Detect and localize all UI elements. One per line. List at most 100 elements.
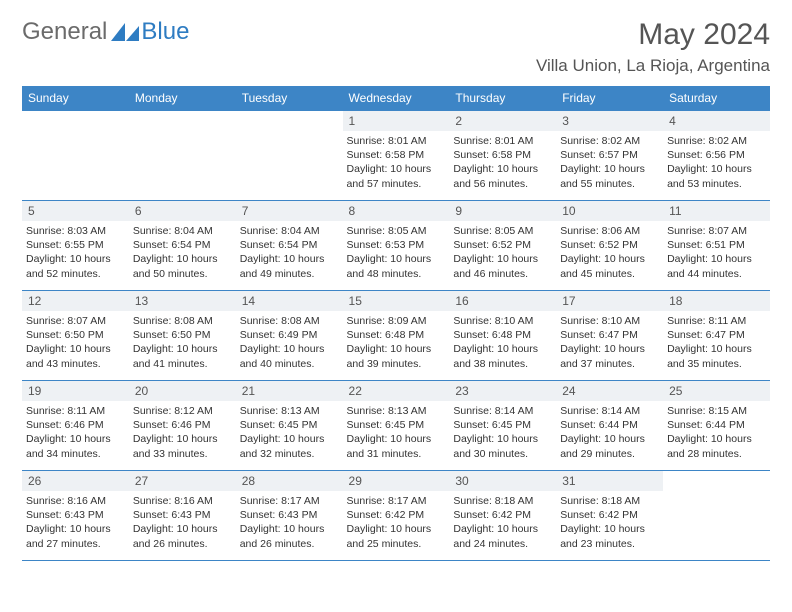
- sunset: Sunset: 6:52 PM: [560, 239, 638, 251]
- day-number: 24: [556, 381, 663, 401]
- sunset: Sunset: 6:42 PM: [347, 509, 425, 521]
- sunrise: Sunrise: 8:14 AM: [453, 405, 533, 417]
- day-number: 11: [663, 201, 770, 221]
- day-number: 20: [129, 381, 236, 401]
- calendar-table: SundayMondayTuesdayWednesdayThursdayFrid…: [22, 86, 770, 561]
- day-number: 28: [236, 471, 343, 491]
- daylight: Daylight: 10 hours and 33 minutes.: [133, 433, 218, 459]
- page-title: May 2024: [536, 18, 770, 52]
- calendar-cell: 9 Sunrise: 8:05 AM Sunset: 6:52 PM Daylight…: [449, 201, 556, 291]
- day-number: 5: [22, 201, 129, 221]
- calendar-week-row: 1Sunrise: 8:01 AMSunset: 6:58 PMDaylight…: [22, 111, 770, 201]
- weekday-header: Saturday: [663, 86, 770, 111]
- calendar-cell: 15Sunrise: 8:09 AMSunset: 6:48 PMDayligh…: [343, 291, 450, 381]
- daylight: Daylight: 10 hours and 25 minutes.: [347, 523, 432, 549]
- day-details: Sunrise: 8:17 AMSunset: 6:43 PMDaylight:…: [236, 491, 343, 555]
- sunrise: Sunrise: 8:05 AM: [453, 225, 533, 237]
- day-details: Sunrise: 8:10 AMSunset: 6:47 PMDaylight:…: [556, 311, 663, 375]
- calendar-week-row: 5Sunrise: 8:03 AMSunset: 6:55 PMDaylight…: [22, 201, 770, 291]
- day-details: Sunrise: 8:03 AMSunset: 6:55 PMDaylight:…: [22, 221, 129, 285]
- calendar-cell: 5Sunrise: 8:03 AMSunset: 6:55 PMDaylight…: [22, 201, 129, 291]
- day-number: 9: [449, 201, 556, 221]
- day-details: Sunrise: 8:10 AMSunset: 6:48 PMDaylight:…: [449, 311, 556, 375]
- day-number: 3: [556, 111, 663, 131]
- day-details: Sunrise: 8:13 AMSunset: 6:45 PMDaylight:…: [236, 401, 343, 465]
- day-details: Sunrise: 8:08 AMSunset: 6:49 PMDaylight:…: [236, 311, 343, 375]
- logo-text-blue: Blue: [141, 18, 189, 46]
- day-number: 1: [343, 111, 450, 131]
- calendar-cell: 7Sunrise: 8:04 AMSunset: 6:54 PMDaylight…: [236, 201, 343, 291]
- calendar-cell: 23Sunrise: 8:14 AMSunset: 6:45 PMDayligh…: [449, 381, 556, 471]
- calendar-cell: 3Sunrise: 8:02 AMSunset: 6:57 PMDaylight…: [556, 111, 663, 201]
- calendar-cell: 20 Sunrise: 8:12 AM Sunset: 6:46 PM Dayligh…: [129, 381, 236, 471]
- sunset: Sunset: 6:43 PM: [240, 509, 318, 521]
- day-number: 27: [129, 471, 236, 491]
- sunrise: Sunrise: 8:04 AM: [133, 225, 213, 237]
- calendar-cell: 27Sunrise: 8:16 AMSunset: 6:43 PMDayligh…: [129, 471, 236, 561]
- day-details: Sunrise: 8:09 AMSunset: 6:48 PMDaylight:…: [343, 311, 450, 375]
- calendar-cell: 21Sunrise: 8:13 AMSunset: 6:45 PMDayligh…: [236, 381, 343, 471]
- daylight: Daylight: 10 hours and 35 minutes.: [667, 343, 752, 369]
- sunrise: Sunrise: 8:07 AM: [26, 315, 106, 327]
- sunset: Sunset: 6:46 PM: [133, 419, 211, 431]
- day-details: Sunrise: 8:04 AMSunset: 6:54 PMDaylight:…: [129, 221, 236, 285]
- sunrise: Sunrise: 8:01 AM: [453, 135, 533, 147]
- daylight: Daylight: 10 hours and 28 minutes.: [667, 433, 752, 459]
- daylight: Daylight: 10 hours and 56 minutes.: [453, 163, 538, 189]
- day-number: 23: [449, 381, 556, 401]
- day-details: Sunrise: 8:17 AMSunset: 6:42 PMDaylight:…: [343, 491, 450, 555]
- daylight: Daylight: 10 hours and 43 minutes.: [26, 343, 111, 369]
- sunrise: Sunrise: 8:04 AM: [240, 225, 320, 237]
- day-details: Sunrise: 8:14 AMSunset: 6:45 PMDaylight:…: [449, 401, 556, 465]
- daylight: Daylight: 10 hours and 24 minutes.: [453, 523, 538, 549]
- sunset: Sunset: 6:50 PM: [26, 329, 104, 341]
- calendar-cell: 25Sunrise: 8:15 AMSunset: 6:44 PMDayligh…: [663, 381, 770, 471]
- day-details: Sunrise: 8:04 AMSunset: 6:54 PMDaylight:…: [236, 221, 343, 285]
- day-number: 18: [663, 291, 770, 311]
- day-number: 10: [556, 201, 663, 221]
- day-number: 8: [343, 201, 450, 221]
- sunset: Sunset: 6:51 PM: [667, 239, 745, 251]
- calendar-cell: 13Sunrise: 8:08 AMSunset: 6:50 PMDayligh…: [129, 291, 236, 381]
- day-number: 25: [663, 381, 770, 401]
- daylight: Daylight: 10 hours and 46 minutes.: [453, 253, 538, 279]
- calendar-week-row: 19Sunrise: 8:11 AMSunset: 6:46 PMDayligh…: [22, 381, 770, 471]
- sunset: Sunset: 6:43 PM: [133, 509, 211, 521]
- daylight: Daylight: 10 hours and 38 minutes.: [453, 343, 538, 369]
- sunset: Sunset: 6:48 PM: [347, 329, 425, 341]
- sunrise: Sunrise: 8:10 AM: [453, 315, 533, 327]
- calendar-cell: 10Sunrise: 8:06 AMSunset: 6:52 PMDayligh…: [556, 201, 663, 291]
- sunrise: Sunrise: 8:13 AM: [240, 405, 320, 417]
- day-number: 26: [22, 471, 129, 491]
- sunrise: Sunrise: 8:18 AM: [560, 495, 640, 507]
- daylight: Daylight: 10 hours and 40 minutes.: [240, 343, 325, 369]
- weekday-header-row: SundayMondayTuesdayWednesdayThursdayFrid…: [22, 86, 770, 111]
- day-number: 22: [343, 381, 450, 401]
- calendar-week-row: 26Sunrise: 8:16 AMSunset: 6:43 PMDayligh…: [22, 471, 770, 561]
- sunset: Sunset: 6:52 PM: [453, 239, 531, 251]
- sunset: Sunset: 6:54 PM: [133, 239, 211, 251]
- calendar-cell: 2Sunrise: 8:01 AMSunset: 6:58 PMDaylight…: [449, 111, 556, 201]
- calendar-cell: 4Sunrise: 8:02 AMSunset: 6:56 PMDaylight…: [663, 111, 770, 201]
- calendar-cell: [663, 471, 770, 561]
- sunrise: Sunrise: 8:01 AM: [347, 135, 427, 147]
- calendar-cell: [236, 111, 343, 201]
- daylight: Daylight: 10 hours and 55 minutes.: [560, 163, 645, 189]
- day-details: Sunrise: 8:14 AMSunset: 6:44 PMDaylight:…: [556, 401, 663, 465]
- daylight: Daylight: 10 hours and 32 minutes.: [240, 433, 325, 459]
- calendar-cell: 6Sunrise: 8:04 AMSunset: 6:54 PMDaylight…: [129, 201, 236, 291]
- sunrise: Sunrise: 8:17 AM: [240, 495, 320, 507]
- day-number: 30: [449, 471, 556, 491]
- sunrise: Sunrise: 8:07 AM: [667, 225, 747, 237]
- sunset: Sunset: 6:44 PM: [667, 419, 745, 431]
- sunset: Sunset: 6:42 PM: [560, 509, 638, 521]
- sunset: Sunset: 6:53 PM: [347, 239, 425, 251]
- calendar-cell: 16Sunrise: 8:10 AMSunset: 6:48 PMDayligh…: [449, 291, 556, 381]
- calendar-cell: 22Sunrise: 8:13 AMSunset: 6:45 PMDayligh…: [343, 381, 450, 471]
- day-number: 19: [22, 381, 129, 401]
- daylight: Daylight: 10 hours and 49 minutes.: [240, 253, 325, 279]
- day-number: 4: [663, 111, 770, 131]
- calendar-cell: 24Sunrise: 8:14 AMSunset: 6:44 PMDayligh…: [556, 381, 663, 471]
- sunrise: Sunrise: 8:12 AM: [133, 405, 213, 417]
- calendar-cell: 12Sunrise: 8:07 AMSunset: 6:50 PMDayligh…: [22, 291, 129, 381]
